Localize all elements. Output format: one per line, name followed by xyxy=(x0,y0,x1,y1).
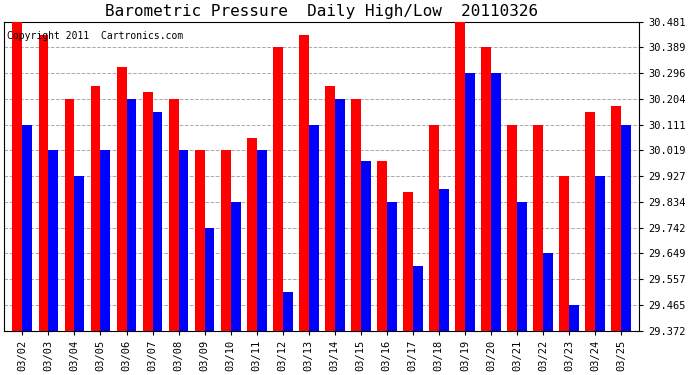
Bar xyxy=(429,125,439,330)
Bar xyxy=(168,99,179,330)
Bar xyxy=(585,112,595,330)
Bar xyxy=(361,161,371,330)
Bar xyxy=(152,112,162,330)
Bar xyxy=(543,254,553,330)
Title: Barometric Pressure  Daily High/Low  20110326: Barometric Pressure Daily High/Low 20110… xyxy=(105,4,538,19)
Bar xyxy=(533,125,543,330)
Bar xyxy=(308,125,319,330)
Bar xyxy=(75,176,84,330)
Bar xyxy=(403,192,413,330)
Text: Copyright 2011  Cartronics.com: Copyright 2011 Cartronics.com xyxy=(8,31,184,41)
Bar xyxy=(143,92,152,330)
Bar xyxy=(611,105,621,330)
Bar xyxy=(205,228,215,330)
Bar xyxy=(12,22,22,330)
Bar xyxy=(65,99,75,330)
Bar xyxy=(273,47,283,330)
Bar xyxy=(325,86,335,330)
Bar xyxy=(48,150,59,330)
Bar xyxy=(377,161,387,330)
Bar xyxy=(455,22,465,330)
Bar xyxy=(439,189,449,330)
Bar xyxy=(621,125,631,330)
Bar xyxy=(195,150,205,330)
Bar xyxy=(465,73,475,330)
Bar xyxy=(221,150,230,330)
Bar xyxy=(481,47,491,330)
Bar xyxy=(257,150,266,330)
Bar xyxy=(247,138,257,330)
Bar xyxy=(117,67,126,330)
Bar xyxy=(22,125,32,330)
Bar xyxy=(351,99,361,330)
Bar xyxy=(39,34,48,330)
Bar xyxy=(517,202,527,330)
Bar xyxy=(179,150,188,330)
Bar xyxy=(569,304,579,330)
Bar xyxy=(299,34,308,330)
Bar xyxy=(413,266,423,330)
Bar xyxy=(387,202,397,330)
Bar xyxy=(507,125,517,330)
Bar xyxy=(90,86,101,330)
Bar xyxy=(283,292,293,330)
Bar xyxy=(595,176,605,330)
Bar xyxy=(559,176,569,330)
Bar xyxy=(101,150,110,330)
Bar xyxy=(491,73,501,330)
Bar xyxy=(126,99,137,330)
Bar xyxy=(230,202,241,330)
Bar xyxy=(335,99,344,330)
